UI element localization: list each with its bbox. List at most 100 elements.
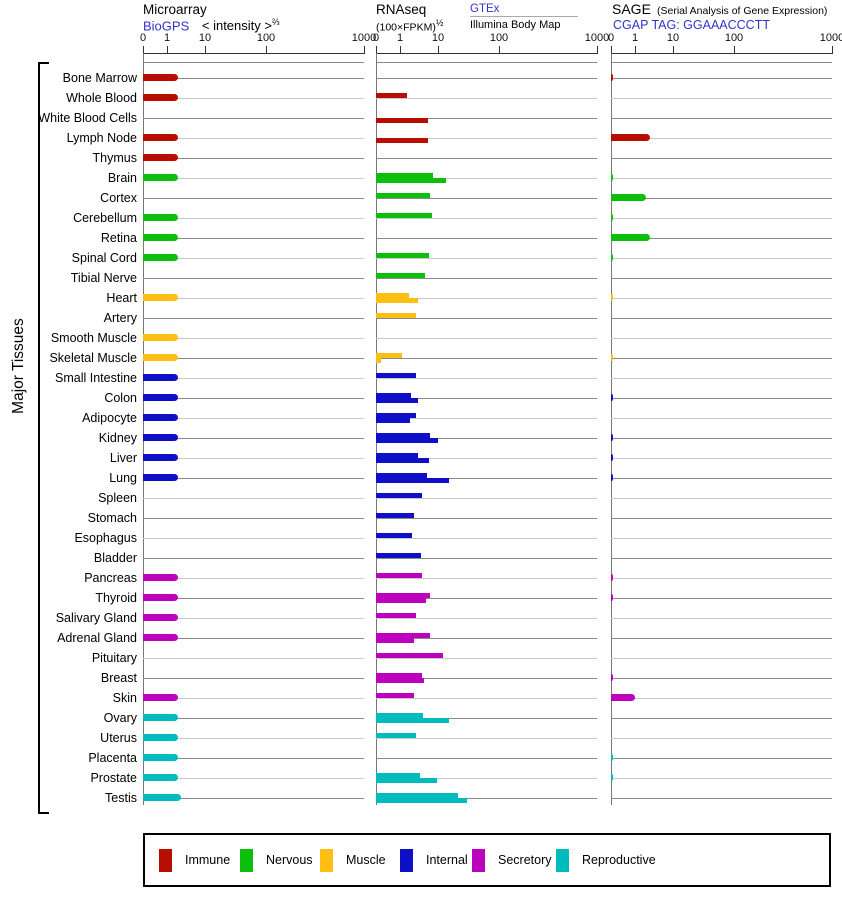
row-gridline-colon	[143, 398, 364, 399]
axis-tick-label: 0	[607, 32, 615, 44]
tissue-label-lung: Lung	[109, 471, 137, 485]
sage-plot	[611, 68, 833, 808]
axis-tick-mark	[364, 46, 365, 54]
row-gridline-heart	[376, 298, 597, 299]
axis-tick-mark	[167, 46, 168, 54]
tissue-label-artery: Artery	[103, 311, 137, 325]
row-gridline-artery	[376, 318, 597, 319]
legend-item-immune: Immune	[159, 835, 230, 885]
sage-tag[interactable]: TAG: GGAAACCCTT	[651, 18, 770, 32]
axis-tick-label: 1	[631, 32, 639, 44]
row-gridline-cortex	[143, 198, 364, 199]
row-gridline-skin	[376, 698, 597, 699]
rnaseq-zero-axis	[376, 53, 377, 805]
row-gridline-thymus	[611, 158, 832, 159]
row-gridline-breast	[143, 678, 364, 679]
bar-sage-bone-marrow	[611, 74, 614, 81]
legend-label-immune: Immune	[185, 853, 231, 867]
axis-tick-mark	[376, 46, 377, 54]
bar-rnaseq-illumina-liver	[376, 458, 429, 463]
microarray-title: Microarray	[143, 2, 207, 17]
row-gridline-stomach	[376, 518, 597, 519]
bar-rnaseq-illumina-skeletal-muscle	[376, 358, 381, 363]
axis-tick-label: 0	[372, 32, 380, 44]
row-gridline-spleen	[143, 498, 364, 499]
legend-item-muscle: Muscle	[320, 835, 386, 885]
bar-rnaseq-gtex-stomach	[376, 513, 415, 518]
axis-tick-mark	[437, 46, 439, 54]
rnaseq-plot-top-border	[376, 62, 597, 63]
row-gridline-lung	[143, 478, 364, 479]
bar-rnaseq-illumina-adipocyte	[376, 418, 410, 423]
axis-tick-label: 10	[431, 32, 445, 44]
bar-microarray-spinal-cord	[143, 254, 179, 261]
tissue-label-testis: Testis	[105, 791, 137, 805]
microarray-subtitle-row: BioGPS < intensity >⅔	[143, 17, 280, 33]
rnaseq-plot	[376, 68, 598, 808]
axis-tick-label: 1	[396, 32, 404, 44]
bar-rnaseq-gtex-artery	[376, 313, 416, 318]
bar-microarray-pancreas	[143, 574, 179, 581]
row-gridline-prostate	[143, 778, 364, 779]
tissue-label-pituitary: Pituitary	[91, 651, 137, 665]
row-gridline-tibial-nerve	[376, 278, 597, 279]
row-gridline-salivary-gland	[611, 618, 832, 619]
bar-rnaseq-gtex-prostate	[376, 773, 421, 778]
sage-title: SAGE	[612, 1, 651, 17]
bar-sage-spinal-cord	[611, 254, 614, 261]
legend-box: Immune Nervous Muscle Internal Secretory Repr…	[143, 833, 831, 887]
bar-rnaseq-gtex-spleen	[376, 493, 423, 498]
bar-sage-skin	[611, 694, 635, 701]
bar-microarray-thymus	[143, 154, 179, 161]
microarray-plot-top-border	[143, 62, 364, 63]
row-gridline-thyroid	[143, 598, 364, 599]
bar-rnaseq-gtex-ovary	[376, 713, 423, 718]
axis-tick-label: 1000	[351, 32, 377, 44]
bar-rnaseq-gtex-esophagus	[376, 533, 413, 538]
axis-tick-mark	[832, 46, 833, 54]
bar-rnaseq-gtex-uterus	[376, 733, 416, 738]
row-gridline-salivary-gland	[143, 618, 364, 619]
legend-label-nervous: Nervous	[266, 853, 313, 867]
microarray-zero-axis	[143, 53, 144, 805]
bar-microarray-prostate	[143, 774, 179, 781]
tissue-label-skin: Skin	[112, 691, 137, 705]
row-gridline-bladder	[611, 558, 832, 559]
row-gridline-adipocyte	[143, 418, 364, 419]
panel-microarray: Microarray BioGPS < intensity >⅔ 0 1 10 100…	[140, 0, 376, 812]
bar-microarray-small-intestine	[143, 374, 179, 381]
bar-microarray-whole-blood	[143, 94, 179, 101]
row-gridline-liver	[143, 458, 364, 459]
bar-rnaseq-gtex-small-intestine	[376, 373, 416, 378]
tissue-label-uterus: Uterus	[100, 731, 137, 745]
axis-tick-label: 1000	[819, 32, 842, 44]
microarray-exponent: ⅔	[271, 17, 280, 27]
axis-tick-label: 10	[666, 32, 680, 44]
axis-tick-mark	[611, 46, 612, 54]
tissue-label-heart: Heart	[106, 291, 137, 305]
row-gridline-placenta	[376, 758, 597, 759]
tissue-label-spinal-cord: Spinal Cord	[71, 251, 137, 265]
tissue-label-adipocyte: Adipocyte	[82, 411, 137, 425]
bar-rnaseq-gtex-brain	[376, 173, 434, 178]
axis-tick-mark	[204, 46, 206, 54]
row-gridline-spinal-cord	[143, 258, 364, 259]
panel-rnaseq: RNAseq GTEx (100×FPKM)½ Illumina Body Ma…	[372, 0, 609, 812]
bar-rnaseq-gtex-breast	[376, 673, 422, 678]
bar-rnaseq-gtex-bladder	[376, 553, 421, 558]
biogps-link[interactable]: BioGPS	[143, 18, 190, 34]
row-gridline-spleen	[611, 498, 832, 499]
gtex-link[interactable]: GTEx	[470, 3, 500, 15]
tissue-label-liver: Liver	[109, 451, 137, 465]
immune-color-swatch	[159, 848, 172, 872]
row-gridline-ovary	[611, 718, 832, 719]
bar-microarray-adipocyte	[143, 414, 179, 421]
legend-label-muscle: Muscle	[346, 853, 386, 867]
row-gridline-cerebellum	[376, 218, 597, 219]
legend-item-secretory: Secretory	[472, 835, 552, 885]
cgap-link[interactable]: CGAP	[613, 18, 649, 32]
bar-sage-retina	[611, 234, 651, 241]
bar-sage-kidney	[611, 434, 614, 441]
bar-rnaseq-illumina-brain	[376, 178, 446, 183]
tissue-label-adrenal-gland: Adrenal Gland	[57, 631, 137, 645]
